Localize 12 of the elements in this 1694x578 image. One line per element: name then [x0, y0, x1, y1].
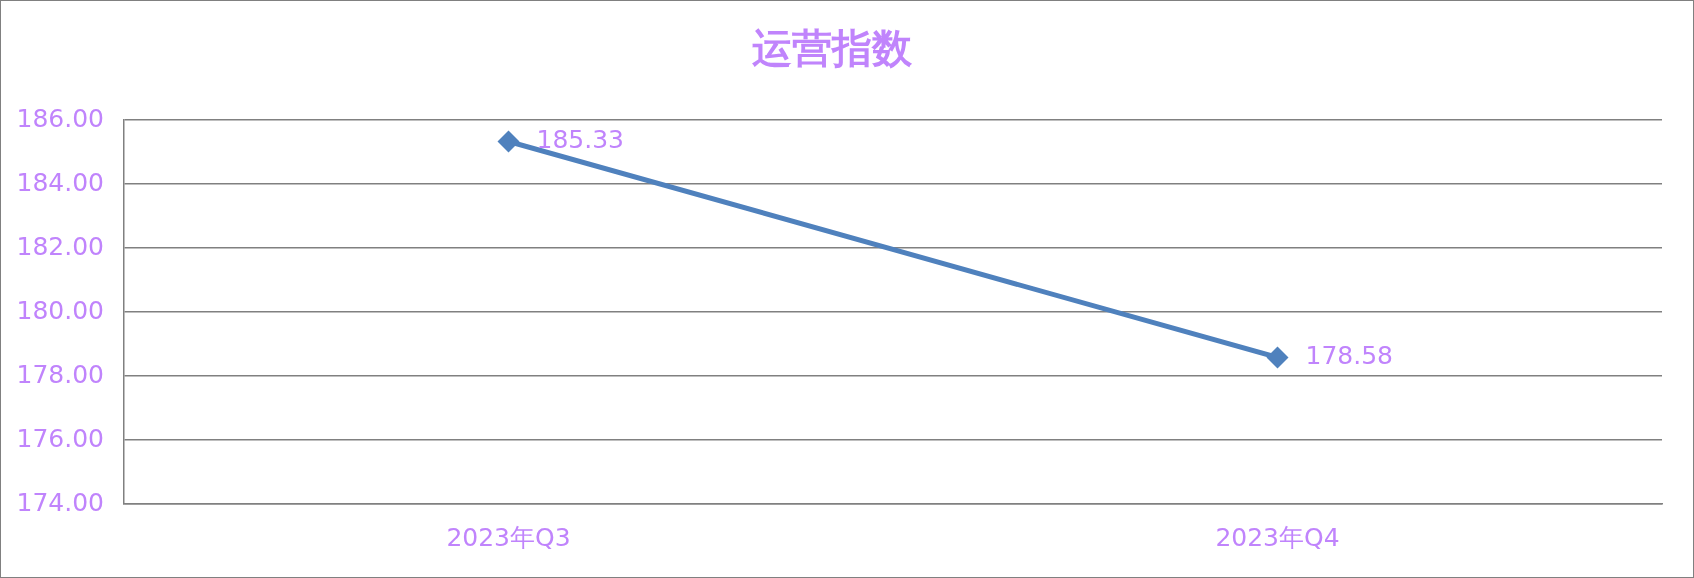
x-tick-label: 2023年Q3 [446, 522, 571, 552]
y-tick-label: 178.00 [16, 359, 104, 389]
y-tick-label: 174.00 [16, 487, 104, 517]
data-label: 178.58 [1305, 340, 1393, 370]
y-tick-label: 180.00 [16, 295, 104, 325]
chart-title: 运营指数 [751, 25, 913, 72]
y-tick-label: 184.00 [16, 167, 104, 197]
y-tick-label: 186.00 [16, 103, 104, 133]
data-label: 185.33 [536, 124, 624, 154]
y-tick-label: 182.00 [16, 231, 104, 261]
x-tick-label: 2023年Q4 [1215, 522, 1340, 552]
y-tick-label: 176.00 [16, 423, 104, 453]
